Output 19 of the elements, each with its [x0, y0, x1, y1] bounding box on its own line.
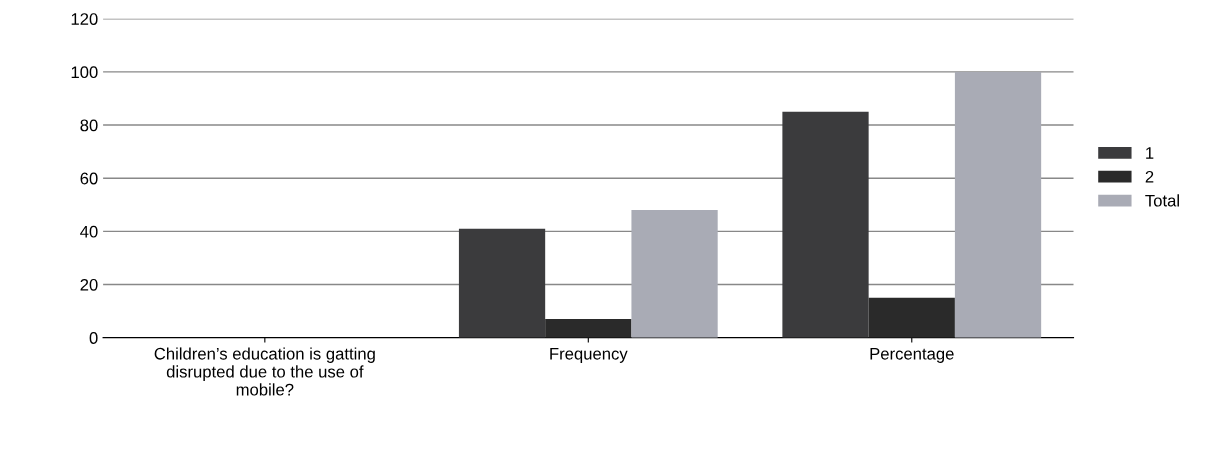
- bar: [954, 71, 1042, 338]
- legend-label: 1: [1146, 147, 1154, 159]
- y-tick-label: 40: [80, 225, 98, 238]
- legend-label: 2: [1145, 170, 1154, 183]
- y-tick-label: 100: [71, 66, 98, 79]
- y-tick-label: 60: [80, 172, 98, 185]
- bar: [545, 319, 632, 338]
- y-tick-label: 0: [89, 332, 98, 344]
- legend-label: Total: [1145, 194, 1179, 207]
- bar: [631, 210, 718, 338]
- bar: [868, 297, 955, 338]
- y-tick-label: 80: [80, 119, 98, 132]
- bar: [782, 111, 869, 338]
- y-tick-label: 120: [71, 13, 98, 25]
- x-tick-label: Percentage: [870, 348, 954, 363]
- x-tick-label: Frequency: [550, 348, 628, 363]
- x-tick-label: Children’s education is gatting disrupted due to the use of mobile?: [154, 347, 375, 396]
- bar: [458, 228, 546, 338]
- y-tick-label: 20: [80, 278, 98, 291]
